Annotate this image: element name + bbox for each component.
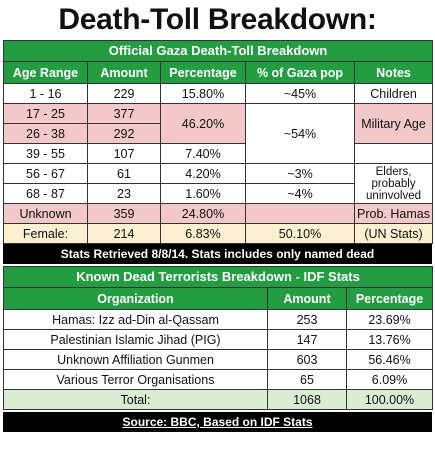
cell: 68 - 87: [3, 183, 88, 204]
cell: Female:: [3, 223, 88, 244]
row: Unknown Affiliation Gunmen 603 56.46%: [3, 349, 434, 370]
cell: Total:: [3, 389, 268, 410]
cell: 17 - 25: [3, 103, 88, 124]
cell: 603: [267, 349, 347, 370]
cell: Elders, probably uninvolved: [353, 163, 434, 204]
table-title: Known Dead Terrorists Breakdown - IDF St…: [2, 266, 434, 288]
column-header: Percentage: [160, 61, 246, 84]
cell: Hamas: Izz ad-Din al-Qassam: [3, 309, 268, 330]
header-row: Organization Amount Percentage: [3, 287, 434, 310]
row: 56 - 67 61 4.20% ~3% Elders, probably un…: [3, 163, 434, 204]
column-header: Notes: [353, 61, 434, 84]
cell: 292: [87, 123, 161, 144]
column-header: Percentage: [345, 287, 434, 310]
empty-cell: [245, 203, 355, 224]
cell: 65: [267, 369, 347, 390]
cell: 56.46%: [345, 349, 434, 370]
cell: 39 - 55: [3, 143, 88, 164]
cell: 56 - 67: [3, 163, 88, 184]
column-header: Age Range: [3, 61, 88, 84]
note-bar: Stats Retrieved 8/8/14. Stats includes o…: [3, 244, 432, 264]
total-row: Total: 1068 100.00%: [3, 389, 434, 410]
column-header: Amount: [267, 287, 347, 310]
table-title: Official Gaza Death-Toll Breakdown: [2, 40, 434, 62]
row: Unknown 359 24.80% Prob. Hamas: [3, 203, 434, 224]
cell: 46.20%: [160, 103, 246, 144]
cell: Children: [353, 83, 434, 104]
row: 26 - 38 292: [3, 123, 433, 144]
gaza-table: Official Gaza Death-Toll Breakdown Age R…: [2, 40, 434, 244]
row: Palestinian Islamic Jihad (PIG) 147 13.7…: [3, 329, 434, 350]
empty-cell: [353, 143, 434, 164]
table-title-row: Known Dead Terrorists Breakdown - IDF St…: [2, 266, 434, 288]
idf-table: Known Dead Terrorists Breakdown - IDF St…: [2, 266, 434, 410]
cell: 147: [267, 329, 347, 350]
cell: Unknown Affiliation Gunmen: [3, 349, 268, 370]
column-header: Amount: [87, 61, 161, 84]
cell: Palestinian Islamic Jihad (PIG): [3, 329, 268, 350]
table-title-row: Official Gaza Death-Toll Breakdown: [2, 40, 434, 62]
cell: 107: [87, 143, 161, 164]
cell: 50.10%: [245, 223, 355, 244]
cell: 253: [267, 309, 347, 330]
cell: 359: [87, 203, 161, 224]
cell: 13.76%: [345, 329, 434, 350]
row: 1 - 16 229 15.80% ~45% Children: [3, 83, 434, 104]
row: Female: 214 6.83% 50.10% (UN Stats): [3, 223, 434, 244]
source-bar: Source: BBC, Based on IDF Stats: [3, 412, 432, 432]
row: Various Terror Organisations 65 6.09%: [3, 369, 434, 390]
cell: ~54%: [245, 103, 355, 164]
cell: 7.40%: [160, 143, 246, 164]
cell: (UN Stats): [353, 223, 434, 244]
cell: 100.00%: [345, 389, 434, 410]
cell: 15.80%: [160, 83, 246, 104]
cell: 26 - 38: [3, 123, 88, 144]
row: 39 - 55 107 7.40%: [3, 143, 434, 164]
cell: Prob. Hamas: [353, 203, 434, 224]
cell: 61: [87, 163, 161, 184]
cell: 23: [87, 183, 161, 204]
cell: 23.69%: [345, 309, 434, 330]
cell: ~4%: [245, 183, 355, 204]
cell: 6.09%: [345, 369, 434, 390]
cell: 1.60%: [160, 183, 246, 204]
cell: 4.20%: [160, 163, 246, 184]
column-header: % of Gaza pop: [245, 61, 355, 84]
page-title: Death-Toll Breakdown:: [58, 3, 377, 36]
cell: 24.80%: [160, 203, 246, 224]
row: Hamas: Izz ad-Din al-Qassam 253 23.69%: [3, 309, 434, 330]
cell: ~3%: [245, 163, 355, 184]
column-header: Organization: [3, 287, 268, 310]
cell: 1 - 16: [3, 83, 88, 104]
cell: Unknown: [3, 203, 88, 224]
header-row: Age Range Amount Percentage % of Gaza po…: [3, 61, 434, 84]
cell: ~45%: [245, 83, 355, 104]
cell: 214: [87, 223, 161, 244]
cell: 229: [87, 83, 161, 104]
source-text: Source: BBC, Based on IDF Stats: [122, 415, 313, 429]
cell: 6.83%: [160, 223, 246, 244]
row: 17 - 25 377 46.20% ~54% Military Age: [3, 103, 434, 164]
cell: Various Terror Organisations: [3, 369, 268, 390]
cell: 1068: [267, 389, 347, 410]
cell: Military Age: [353, 103, 434, 144]
cell: 377: [87, 103, 161, 124]
